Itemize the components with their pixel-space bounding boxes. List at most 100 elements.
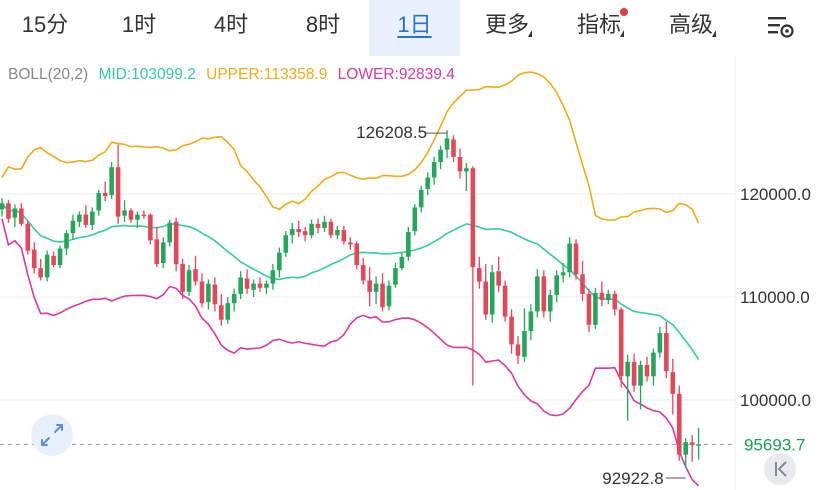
tab-advanced[interactable]: 高级 [656, 0, 726, 56]
candle-body [528, 311, 534, 331]
candle-body [0, 203, 5, 210]
legend-lower: LOWER:92839.4 [337, 66, 455, 83]
legend-indicator-name: BOLL(20,2) [8, 66, 89, 83]
boll-bands [1, 71, 700, 487]
tab-label: 更多 [484, 12, 529, 37]
timeframe-tabs: 15分 1时 4时 8时 1日 更多 指标 高级 [0, 0, 828, 56]
candle-body [102, 192, 108, 197]
y-tick-label: 110000.0 [740, 288, 810, 307]
price-chart[interactable]: 100000.0 110000.0 120000.0 126208.5 9292… [0, 56, 828, 490]
price-labels: 100000.0 110000.0 120000.0 126208.5 9292… [0, 123, 824, 488]
candle-body [186, 270, 192, 292]
candle-body [341, 230, 347, 242]
expand-arrows-icon[interactable] [31, 414, 73, 456]
candle-body [412, 207, 418, 232]
dropdown-corner-icon [528, 30, 532, 37]
candle-body [689, 442, 695, 446]
candle-body [51, 255, 56, 266]
candle-body [244, 278, 250, 289]
boll-lower-line [1, 218, 700, 487]
tab-label: 高级 [668, 12, 713, 37]
candle-body [180, 264, 185, 292]
candle-body [70, 220, 76, 234]
dropdown-corner-icon [712, 30, 716, 37]
candle-body [554, 275, 559, 295]
candle-body [38, 268, 43, 278]
candle-body [25, 223, 31, 251]
candle-body [457, 156, 463, 172]
candle-body [141, 214, 147, 217]
candle-body [470, 168, 476, 268]
candle-body [399, 256, 405, 269]
candle-body [44, 254, 50, 278]
chart-settings-icon[interactable] [766, 12, 796, 42]
candle-body [489, 272, 495, 315]
candle-body [148, 214, 153, 241]
last-price-tag-box [738, 431, 824, 458]
candle-body [606, 293, 611, 301]
candle-body [638, 364, 643, 386]
candle-body [431, 162, 437, 178]
candle-body [599, 292, 605, 301]
candle-body [535, 276, 540, 312]
candle-body [115, 167, 121, 217]
candle-body [657, 333, 663, 353]
candle-body [373, 283, 379, 292]
candle-body [625, 361, 630, 377]
candle-body [380, 283, 385, 308]
candle-body [96, 192, 102, 211]
candle-body [12, 208, 18, 218]
candle-body [212, 284, 218, 305]
candle-body [618, 309, 624, 377]
candle-body [122, 210, 127, 216]
candle-body [128, 210, 134, 220]
boll-mid-line [1, 202, 700, 361]
low-price-label: 92922.8 [602, 469, 663, 488]
candle-body [547, 294, 553, 312]
candle-body [83, 214, 89, 225]
candle-body [612, 293, 618, 310]
tab-8h[interactable]: 8时 [288, 0, 358, 56]
last-price-tag: 95693.7 [744, 435, 805, 454]
candle-body [438, 149, 443, 163]
tab-more[interactable]: 更多 [472, 0, 542, 56]
candle-body [509, 316, 514, 345]
candle-body [77, 214, 82, 222]
candle-body [6, 203, 11, 219]
candle-body [496, 271, 501, 286]
candle-body [418, 189, 424, 208]
candle-body [593, 292, 598, 325]
candle-body [348, 242, 353, 245]
notification-dot-icon [620, 8, 628, 16]
candle-body [154, 239, 160, 265]
candle-body [444, 138, 450, 150]
candle-body [651, 352, 656, 377]
candles [0, 130, 701, 468]
candle-body [425, 177, 430, 189]
candle-body [231, 293, 237, 304]
candle-body [696, 444, 701, 446]
candle-body [64, 233, 69, 249]
gridlines [0, 56, 736, 490]
candle-body [515, 344, 521, 356]
candle-body [57, 248, 63, 266]
legend-mid: MID:103099.2 [98, 66, 196, 83]
candle-body [464, 168, 469, 172]
candle-body [283, 235, 289, 253]
candle-body [502, 285, 508, 317]
scroll-to-latest-icon[interactable] [764, 453, 796, 485]
candle-body [167, 222, 172, 243]
candle-body [328, 221, 334, 236]
candle-body [393, 268, 398, 285]
tab-4h[interactable]: 4时 [196, 0, 266, 56]
candle-body [309, 223, 314, 236]
tab-1h[interactable]: 1时 [104, 0, 174, 56]
candle-body [160, 242, 166, 264]
y-tick-label: 100000.0 [740, 391, 811, 410]
tab-label: 1时 [121, 12, 157, 37]
tab-15m[interactable]: 15分 [10, 0, 80, 56]
tab-label: 1日 [397, 12, 432, 37]
legend-upper: UPPER:113358.9 [206, 66, 328, 83]
tab-1d[interactable]: 1日 [369, 0, 460, 56]
tab-indicators[interactable]: 指标 [564, 0, 634, 56]
